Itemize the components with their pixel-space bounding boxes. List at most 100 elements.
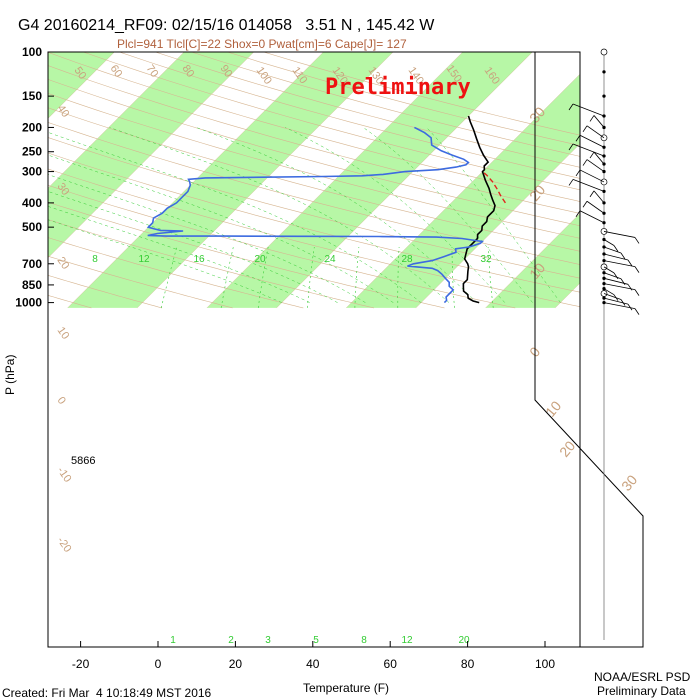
x-tick-label: 0: [155, 657, 162, 671]
moist-adiabat: [285, 127, 505, 303]
wind-barb: [579, 210, 605, 224]
preliminary-data-label: Preliminary Data: [597, 684, 686, 698]
wind-barb: [572, 179, 605, 192]
isotherm-label: 30: [618, 472, 640, 494]
wind-barb-feather: [582, 159, 588, 166]
mixing-ratio-label: 16: [193, 254, 205, 265]
wind-barb-feather: [634, 266, 640, 273]
wind-barb-feather: [620, 252, 626, 260]
moist-adiabat: [48, 191, 338, 303]
wind-barb: [593, 115, 605, 128]
mixing-ratio-line: [354, 246, 360, 308]
y-tick-label: 300: [22, 165, 42, 179]
wind-barb: [603, 288, 615, 296]
wind-barb: [579, 134, 605, 148]
dry-adiabat: [48, 52, 580, 202]
isotherm-line: [485, 213, 580, 309]
wind-marker: [600, 48, 608, 56]
wind-barb: [603, 239, 615, 246]
x-tick-label: 100: [535, 657, 555, 671]
mixing-ratio-line: [487, 246, 494, 308]
height-annotation: 5866: [71, 455, 95, 467]
wind-barb-feather: [582, 125, 588, 133]
plot-frame: [47, 51, 581, 648]
dry-adiabat: [48, 122, 580, 265]
dry-adiabat: [48, 219, 374, 309]
dry-adiabat: [48, 201, 445, 309]
wind-barb: [603, 272, 622, 280]
dry-adiabat: [48, 168, 580, 308]
mixing-ratio-label: 24: [324, 254, 336, 265]
moist-adiabat: [426, 127, 561, 303]
wind-barb-feather: [568, 103, 574, 111]
wind-barb-feather: [627, 284, 633, 291]
wind-profile: [534, 48, 644, 648]
isotherm-line: [206, 52, 464, 309]
dry-adiabat-label: 70: [144, 63, 161, 80]
series-line-temperature: [462, 115, 496, 304]
dry-adiabat: [48, 275, 163, 309]
wind-barb: [586, 200, 605, 214]
y-axis-label: P (hPa): [3, 355, 17, 395]
mixing-ratio-bottom-label: 5: [313, 635, 319, 646]
isotherm-line: [67, 52, 324, 309]
mixing-ratio-line: [307, 246, 315, 308]
wind-barb: [603, 260, 636, 268]
x-axis-label: Temperature (F): [303, 681, 389, 695]
dry-adiabat: [119, 52, 580, 179]
wind-barb: [603, 297, 629, 305]
dry-adiabat: [155, 52, 580, 168]
dry-adiabat: [48, 65, 580, 214]
wind-barb: [572, 103, 605, 117]
dry-adiabat-label: 30: [55, 181, 72, 198]
mixing-ratio-line: [397, 246, 400, 308]
y-tick-label: 500: [22, 220, 42, 234]
mixing-ratio-label: 20: [254, 254, 266, 265]
temperature-band: [206, 52, 533, 308]
y-tick-label: 400: [22, 196, 42, 210]
mixing-ratio-bottom-label: 2: [228, 635, 234, 646]
wind-barb-feather: [568, 143, 574, 151]
wind-barb: [603, 246, 622, 254]
wind-barb-feather: [589, 151, 595, 159]
moist-adiabat: [48, 154, 394, 303]
wind-barb: [593, 190, 605, 204]
isotherm-line: [276, 52, 533, 309]
dry-adiabat: [48, 185, 516, 309]
isotherm-line: [415, 143, 580, 309]
dry-adiabat: [83, 52, 580, 191]
wind-barb-feather: [575, 210, 581, 217]
wind-barb: [603, 277, 629, 285]
wind-barb: [593, 151, 605, 165]
y-tick-label: 100: [22, 45, 42, 59]
wind-barb-feather: [613, 245, 619, 252]
wind-barb-feather: [582, 201, 588, 208]
mixing-ratio-bottom-label: 12: [401, 635, 413, 646]
dry-adiabat-label: 40: [55, 103, 72, 120]
moist-adiabat: [363, 127, 533, 303]
x-tick-label: 40: [306, 657, 320, 671]
wind-barb-feather: [634, 308, 640, 315]
wind-barb-feather: [613, 272, 619, 280]
wind-barb-feather: [589, 115, 595, 122]
wind-barb-feather: [620, 278, 626, 285]
organization-label: NOAA/ESRL PSD: [594, 670, 691, 684]
y-tick-label: 1000: [15, 296, 42, 310]
x-tick-label: -20: [72, 657, 90, 671]
mixing-ratio-label: 8: [92, 254, 98, 265]
dry-adiabat-label: 0: [55, 395, 68, 407]
series-line-parcel: [482, 171, 506, 204]
dry-adiabat-label: 90: [218, 63, 235, 80]
wind-barb-feather: [589, 190, 595, 198]
wind-barb: [603, 253, 629, 261]
isotherm-line: [48, 52, 115, 119]
y-tick-label: 850: [22, 278, 42, 292]
chart-subtitle: Plcl=941 Tlcl[C]=22 Shox=0 Pwat[cm]=6 Ca…: [117, 37, 407, 51]
y-tick-label: 200: [22, 120, 42, 134]
mixing-ratio-bottom-label: 3: [265, 635, 271, 646]
wind-barb: [603, 302, 636, 309]
mixing-ratio-label: 32: [480, 254, 492, 265]
preliminary-watermark: Preliminary: [325, 75, 471, 100]
wind-barb: [603, 293, 622, 300]
dry-adiabat-label: 20: [55, 255, 72, 272]
